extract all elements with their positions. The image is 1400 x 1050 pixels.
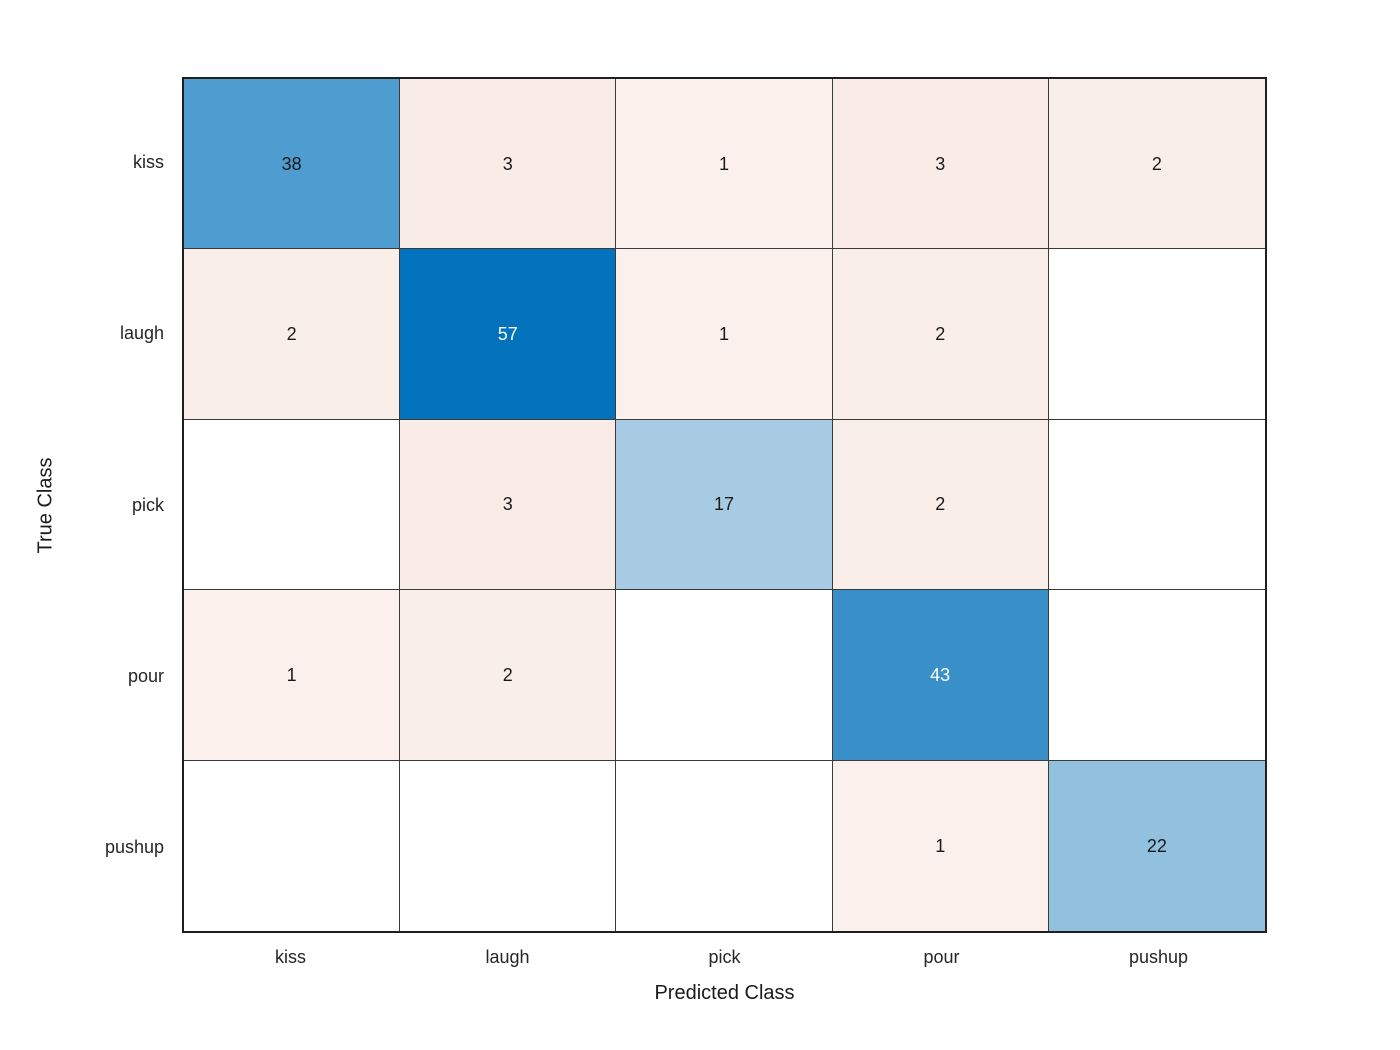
cell-pour-pick — [616, 590, 833, 761]
cell-pushup-kiss — [184, 760, 401, 931]
cell-laugh-pushup — [1048, 249, 1265, 420]
y-axis-tick-labels: kiss laugh pick pour pushup — [0, 77, 164, 933]
cell-kiss-laugh: 3 — [400, 79, 617, 250]
cell-pick-pushup — [1048, 419, 1265, 591]
cell-laugh-pour: 2 — [832, 249, 1049, 420]
y-tick-pushup: pushup — [104, 836, 164, 857]
y-tick-laugh: laugh — [119, 323, 164, 344]
cell-pour-laugh: 2 — [400, 590, 617, 761]
cell-pushup-pushup: 22 — [1048, 760, 1265, 931]
cell-kiss-pour: 3 — [832, 79, 1049, 250]
confusion-matrix-grid: 38 3 1 3 2 2 57 1 2 3 17 2 1 2 43 1 22 — [182, 77, 1267, 933]
cell-pushup-pick — [616, 760, 833, 931]
y-tick-pour: pour — [127, 665, 164, 686]
cell-pour-pushup — [1048, 590, 1265, 761]
cell-kiss-pick: 1 — [616, 79, 833, 250]
cell-laugh-kiss: 2 — [184, 249, 401, 420]
x-tick-kiss: kiss — [275, 946, 306, 967]
cell-pick-kiss — [184, 419, 401, 591]
cell-pour-kiss: 1 — [184, 590, 401, 761]
cell-laugh-laugh: 57 — [400, 249, 617, 420]
cell-kiss-pushup: 2 — [1048, 79, 1265, 250]
cell-pick-pour: 2 — [832, 419, 1049, 591]
x-tick-pour: pour — [923, 946, 960, 967]
cell-pushup-pour: 1 — [832, 760, 1049, 931]
cell-laugh-pick: 1 — [616, 249, 833, 420]
y-tick-pick: pick — [131, 494, 164, 515]
cell-kiss-kiss: 38 — [184, 79, 401, 250]
x-axis-title: Predicted Class — [654, 982, 795, 1004]
cell-pick-laugh: 3 — [400, 419, 617, 591]
x-tick-pushup: pushup — [1128, 946, 1189, 967]
cell-pour-pour: 43 — [832, 590, 1049, 761]
x-axis-tick-labels: kiss laugh pick pour pushup — [182, 944, 1267, 970]
x-tick-laugh: laugh — [485, 946, 530, 967]
y-tick-kiss: kiss — [133, 152, 164, 173]
x-tick-pick: pick — [708, 946, 741, 967]
cell-pick-pick: 17 — [616, 419, 833, 591]
cell-pushup-laugh — [400, 760, 617, 931]
